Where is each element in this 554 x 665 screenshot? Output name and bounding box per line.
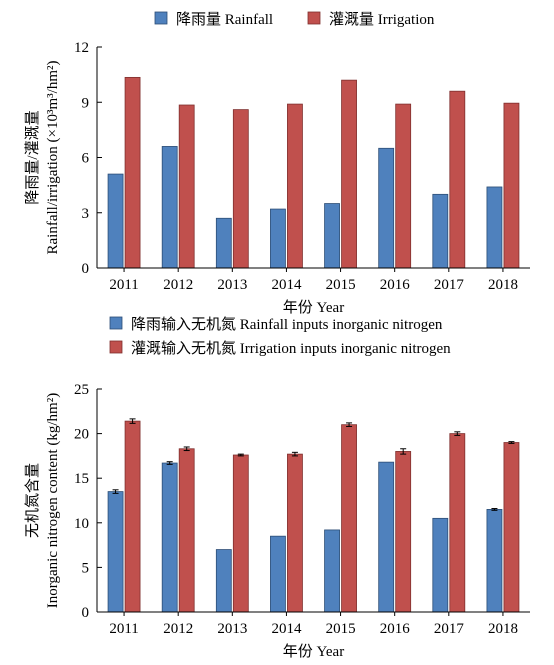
legend-swatch-1 [109,316,123,330]
bar [107,173,124,269]
bar [395,451,412,613]
legend-label: 灌溉量 Irrigation [329,11,435,28]
legend-swatch-1 [154,11,168,25]
x-tick-label: 2012 [163,621,193,637]
y-axis-title-cn: 无机氮含量 [24,463,41,538]
legend-label: 灌溉输入无机氮 Irrigation inputs inorganic nitr… [131,340,451,357]
x-axis-title: 年份 Year [283,643,344,660]
bar [395,103,412,269]
x-tick-label: 2013 [217,621,247,637]
y-tick-label: 12 [74,40,89,56]
x-tick-label: 2017 [434,621,465,637]
x-tick-label: 2013 [217,277,247,293]
y-tick-label: 3 [82,206,90,222]
y-axis-title-en: Rainfall/irrigation (×10³m³/hm²) [45,60,61,254]
x-tick-label: 2014 [271,277,302,293]
bar [161,462,178,613]
x-tick-label: 2011 [109,621,138,637]
bar [324,529,340,613]
bar [432,517,449,613]
x-tick-label: 2016 [380,277,411,293]
bar [178,104,195,269]
bar [341,424,357,613]
bar [161,146,178,269]
legend-swatch-2 [109,340,123,354]
bar [287,103,303,269]
x-tick-label: 2017 [434,277,465,293]
y-tick-label: 5 [82,560,90,576]
bar [287,453,303,613]
x-tick-label: 2018 [488,621,518,637]
y-tick-label: 15 [74,471,89,487]
bar [449,90,466,269]
y-tick-label: 6 [82,151,90,167]
bar [449,433,466,613]
x-tick-label: 2015 [326,621,356,637]
bar [270,208,286,269]
y-tick-label: 9 [82,95,90,111]
x-tick-label: 2015 [326,277,356,293]
legend-label: 降雨输入无机氮 Rainfall inputs inorganic nitrog… [131,316,443,333]
bar [503,442,520,613]
bar [378,147,395,269]
chart-panel-2: 降雨输入无机氮 Rainfall inputs inorganic nitrog… [24,316,530,660]
bar [215,549,232,613]
x-tick-label: 2014 [271,621,302,637]
bar [503,102,520,269]
chart-panel-1: 降雨量 Rainfall 灌溉量 Irrigation 2011 2012 2013 20… [24,11,530,316]
x-tick-label: 2016 [380,621,411,637]
bar [107,491,124,613]
bar [124,76,141,269]
bar [486,186,503,269]
bar [178,448,195,613]
y-axis-title-cn: 降雨量/灌溉量 [24,110,41,204]
legend-label: 降雨量 Rainfall [176,11,273,28]
legend-swatch-2 [307,11,321,25]
y-tick-label: 20 [74,427,89,443]
bar [341,79,357,269]
y-tick-label: 0 [82,261,90,277]
y-axis-title-en: Inorganic nitrogen content (kg/hm²) [45,393,61,608]
bar [124,420,141,613]
bar [232,454,249,613]
x-axis-title: 年份 Year [283,299,344,316]
bar [486,509,503,613]
x-tick-label: 2018 [488,277,518,293]
bar [232,109,249,269]
x-tick-label: 2012 [163,277,193,293]
bar [215,217,232,269]
y-tick-label: 10 [74,516,89,532]
y-tick-label: 25 [74,382,89,398]
bar [378,461,395,613]
bar [324,203,340,269]
x-tick-label: 2011 [109,277,138,293]
y-tick-label: 0 [82,605,90,621]
bar [270,535,286,613]
bar [432,193,449,269]
